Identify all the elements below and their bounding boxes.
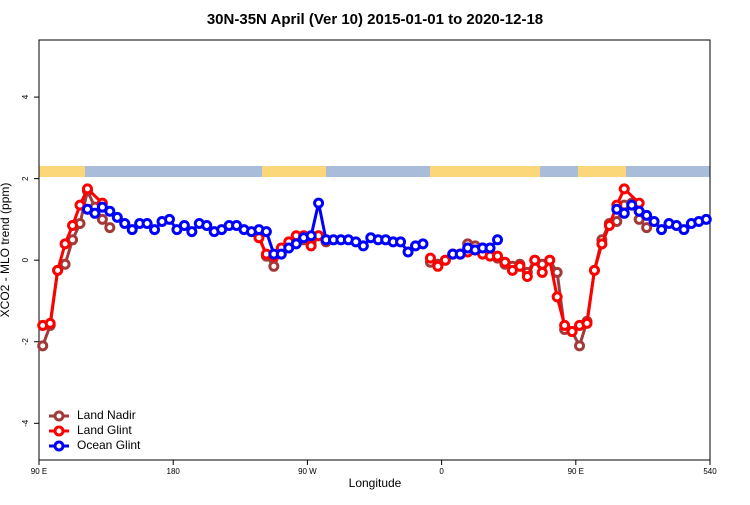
x-tick-label: 540 bbox=[703, 467, 717, 476]
data-point bbox=[163, 213, 175, 225]
data-point bbox=[59, 258, 71, 270]
data-point bbox=[588, 264, 600, 276]
x-tick-label: 90 E bbox=[31, 467, 47, 476]
data-point bbox=[305, 240, 317, 252]
data-point bbox=[417, 238, 429, 250]
data-point bbox=[119, 217, 131, 229]
data-point bbox=[559, 319, 571, 331]
data-point bbox=[268, 260, 280, 272]
data-point bbox=[514, 260, 526, 272]
legend-label: Land Nadir bbox=[77, 408, 136, 422]
x-tick-label: 180 bbox=[167, 467, 181, 476]
y-tick-label: 0 bbox=[21, 257, 30, 262]
data-point bbox=[626, 199, 638, 211]
data-point bbox=[499, 256, 511, 268]
legend-marker bbox=[53, 440, 65, 452]
data-point bbox=[656, 224, 668, 236]
data-point bbox=[424, 252, 436, 264]
data-point bbox=[439, 254, 451, 266]
data-point bbox=[141, 217, 153, 229]
data-point bbox=[484, 242, 496, 254]
data-point bbox=[566, 326, 578, 338]
data-point bbox=[492, 234, 504, 246]
land-strip bbox=[578, 166, 626, 177]
data-point bbox=[618, 207, 630, 219]
data-point bbox=[44, 317, 56, 329]
data-point bbox=[52, 264, 64, 276]
data-point bbox=[596, 238, 608, 250]
x-tick-label: 90 W bbox=[298, 467, 317, 476]
legend-marker bbox=[53, 425, 65, 437]
data-point bbox=[89, 207, 101, 219]
land-strip bbox=[39, 166, 85, 177]
data-point bbox=[201, 220, 213, 232]
land-strip bbox=[262, 166, 326, 177]
data-point bbox=[574, 340, 586, 352]
ocean-strip bbox=[39, 166, 710, 177]
x-axis-label: Longitude bbox=[349, 476, 402, 490]
legend-label: Land Glint bbox=[77, 423, 132, 437]
data-point bbox=[81, 183, 93, 195]
data-point bbox=[551, 266, 563, 278]
y-axis-label: XCO2 - MLO trend (ppm) bbox=[0, 183, 12, 318]
data-point bbox=[641, 222, 653, 234]
data-point bbox=[529, 254, 541, 266]
legend-marker bbox=[53, 410, 65, 422]
y-tick-label: -2 bbox=[21, 338, 30, 346]
data-point bbox=[104, 205, 116, 217]
data-point bbox=[178, 220, 190, 232]
data-point bbox=[700, 213, 712, 225]
data-point bbox=[96, 213, 108, 225]
data-point bbox=[492, 250, 504, 262]
data-point bbox=[37, 340, 49, 352]
data-point bbox=[67, 220, 79, 232]
chart-title: 30N-35N April (Ver 10) 2015-01-01 to 202… bbox=[207, 11, 543, 28]
data-point bbox=[305, 230, 317, 242]
data-point bbox=[641, 209, 653, 221]
data-point bbox=[275, 248, 287, 260]
data-point bbox=[536, 266, 548, 278]
data-point bbox=[454, 248, 466, 260]
data-point bbox=[104, 222, 116, 234]
data-point bbox=[551, 291, 563, 303]
land-strip bbox=[430, 166, 540, 177]
data-point bbox=[402, 246, 414, 258]
plot-frame bbox=[38, 39, 711, 461]
y-tick-label: 2 bbox=[21, 176, 30, 181]
x-tick-label: 0 bbox=[439, 467, 444, 476]
data-point bbox=[260, 226, 272, 238]
data-point bbox=[111, 211, 123, 223]
data-point bbox=[618, 183, 630, 195]
data-point bbox=[395, 236, 407, 248]
data-point bbox=[357, 240, 369, 252]
data-point bbox=[290, 238, 302, 250]
data-point bbox=[313, 197, 325, 209]
data-point bbox=[432, 260, 444, 272]
x-tick-label: 90 E bbox=[568, 467, 584, 476]
data-point bbox=[678, 224, 690, 236]
data-point bbox=[581, 317, 593, 329]
data-point bbox=[648, 215, 660, 227]
legend-label: Ocean Glint bbox=[77, 438, 141, 452]
data-point bbox=[126, 224, 138, 236]
data-point bbox=[186, 226, 198, 238]
data-point bbox=[149, 224, 161, 236]
y-tick-label: -4 bbox=[21, 419, 30, 427]
y-tick-label: 4 bbox=[21, 94, 30, 99]
data-point bbox=[521, 271, 533, 283]
data-point bbox=[59, 238, 71, 250]
data-point bbox=[603, 220, 615, 232]
data-point bbox=[544, 254, 556, 266]
land-sea-strip bbox=[39, 166, 710, 177]
